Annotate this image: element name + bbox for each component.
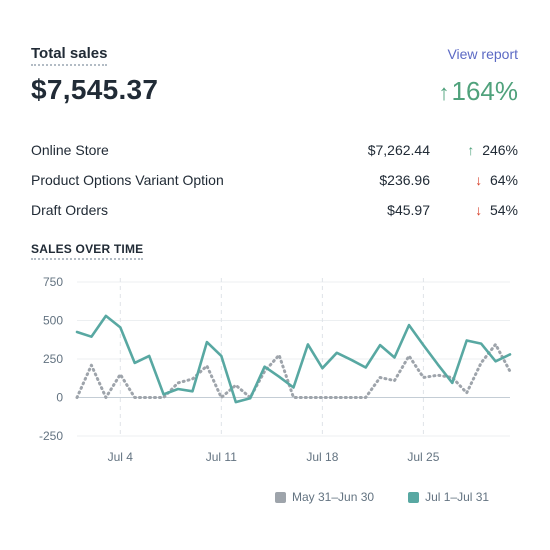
sales-over-time-title: SALES OVER TIME — [31, 242, 144, 260]
arrow-down-icon: ↓ — [475, 172, 483, 188]
channel-change: ↓ 64% — [430, 172, 518, 188]
total-change-value: 164% — [451, 76, 519, 106]
arrow-up-icon: ↑ — [467, 142, 475, 158]
view-report-link[interactable]: View report — [447, 46, 518, 62]
chart-legend: May 31–Jun 30 Jul 1–Jul 31 — [275, 490, 523, 504]
total-sales-amount: $7,545.37 — [31, 74, 159, 105]
series-line-current — [75, 314, 512, 404]
x-tick-label: Jul 4 — [108, 450, 134, 464]
legend-item-current[interactable]: Jul 1–Jul 31 — [408, 490, 489, 504]
x-tick-label: Jul 18 — [306, 450, 338, 464]
channel-name: Online Store — [31, 142, 109, 158]
series-line-previous — [75, 342, 512, 399]
legend-swatch-current — [408, 491, 420, 503]
channel-change: ↓ 54% — [430, 202, 518, 218]
total-sales-title: Total sales — [31, 45, 108, 66]
y-tick-label: -250 — [39, 429, 63, 443]
channel-name: Draft Orders — [31, 202, 109, 218]
arrow-up-icon: ↑ — [438, 80, 450, 105]
y-tick-label: 250 — [43, 352, 63, 366]
legend-swatch-previous — [275, 491, 286, 503]
y-tick-label: 500 — [43, 314, 63, 328]
sales-over-time-chart: 750 500 250 0 -250 Jul 4 Jul 11 Jul 18 Jul 25 — [39, 275, 512, 464]
list-item: Online Store $7,262.44 ↑ 246% — [31, 135, 518, 165]
channel-amount: $236.96 — [379, 172, 430, 188]
channel-change-value: 64% — [489, 172, 518, 188]
x-tick-label: Jul 11 — [206, 450, 237, 464]
sales-breakdown-list: Online Store $7,262.44 ↑ 246% Product Op… — [31, 135, 518, 225]
arrow-down-icon: ↓ — [475, 202, 483, 218]
legend-item-previous[interactable]: May 31–Jun 30 — [275, 490, 374, 504]
legend-label-previous: May 31–Jun 30 — [292, 490, 375, 504]
channel-change-value: 54% — [489, 202, 518, 218]
list-item: Product Options Variant Option $236.96 ↓… — [31, 165, 518, 195]
channel-amount: $7,262.44 — [367, 142, 430, 158]
total-sales-change: ↑164% — [439, 76, 519, 107]
channel-amount: $45.97 — [387, 202, 430, 218]
y-tick-label: 750 — [43, 275, 63, 289]
channel-name: Product Options Variant Option — [31, 172, 224, 188]
x-tick-label: Jul 25 — [407, 450, 439, 464]
y-tick-label: 0 — [56, 391, 63, 405]
list-item: Draft Orders $45.97 ↓ 54% — [31, 195, 518, 225]
channel-change: ↑ 246% — [430, 142, 518, 158]
legend-label-current: Jul 1–Jul 31 — [425, 490, 490, 504]
channel-change-value: 246% — [482, 142, 518, 158]
